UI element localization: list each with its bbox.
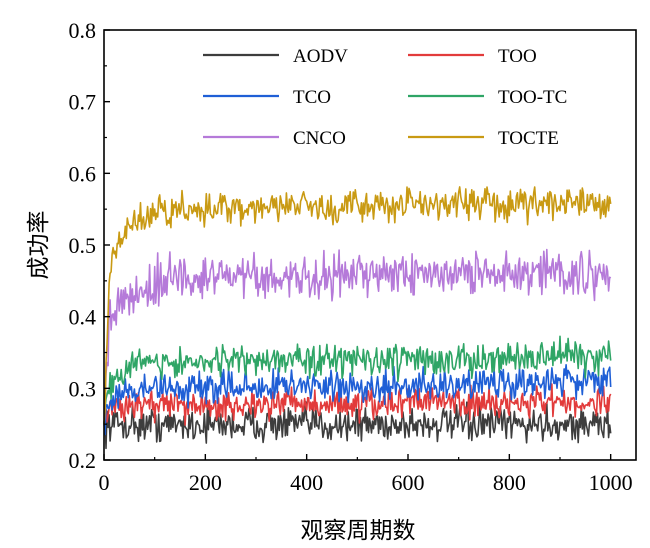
legend-label: TOO	[498, 46, 537, 67]
y-tick-label: 0.3	[69, 376, 97, 401]
legend-item-cnco: CNCO	[203, 128, 346, 149]
series-line-too-tc	[103, 335, 612, 425]
legend-label: CNCO	[293, 128, 346, 149]
x-tick-label: 800	[493, 470, 526, 495]
y-tick-label: 0.5	[69, 233, 97, 258]
y-tick-label: 0.4	[69, 305, 97, 330]
x-axis-title: 观察周期数	[301, 518, 416, 544]
series-line-tocte	[103, 186, 612, 425]
legend-label: TCO	[293, 87, 331, 108]
x-tick-label: 400	[290, 470, 323, 495]
axes-layer: 0 200 400 600 800 1000 0.2 0.3 0.4 0.5 0.6 0.7 0.8	[69, 18, 637, 495]
y-tick-label: 0.7	[69, 90, 97, 115]
series-layer	[103, 186, 612, 450]
y-tick-label: 0.8	[69, 18, 97, 43]
legend: AODV TOO TCO TOO-TC CNCO TOCTE	[203, 46, 567, 149]
y-tick-label: 0.6	[69, 161, 97, 186]
legend-item-tco: TCO	[203, 87, 331, 108]
legend-label: TOO-TC	[498, 87, 567, 108]
legend-item-aodv: AODV	[203, 46, 348, 67]
y-tick-label: 0.2	[69, 448, 97, 473]
legend-item-tocte: TOCTE	[408, 128, 559, 149]
legend-item-too-tc: TOO-TC	[408, 87, 567, 108]
y-axis-title: 成功率	[26, 211, 52, 280]
x-tick-label: 0	[99, 470, 110, 495]
x-tick-label: 600	[392, 470, 425, 495]
x-tick-label: 1000	[589, 470, 633, 495]
x-tick-label: 200	[189, 470, 222, 495]
legend-label: TOCTE	[498, 128, 559, 149]
legend-label: AODV	[293, 46, 348, 67]
series-line-aodv	[103, 400, 612, 450]
series-line-too	[103, 383, 612, 427]
series-line-cnco	[103, 248, 612, 425]
series-line-tco	[103, 363, 612, 436]
legend-item-too: TOO	[408, 46, 537, 67]
